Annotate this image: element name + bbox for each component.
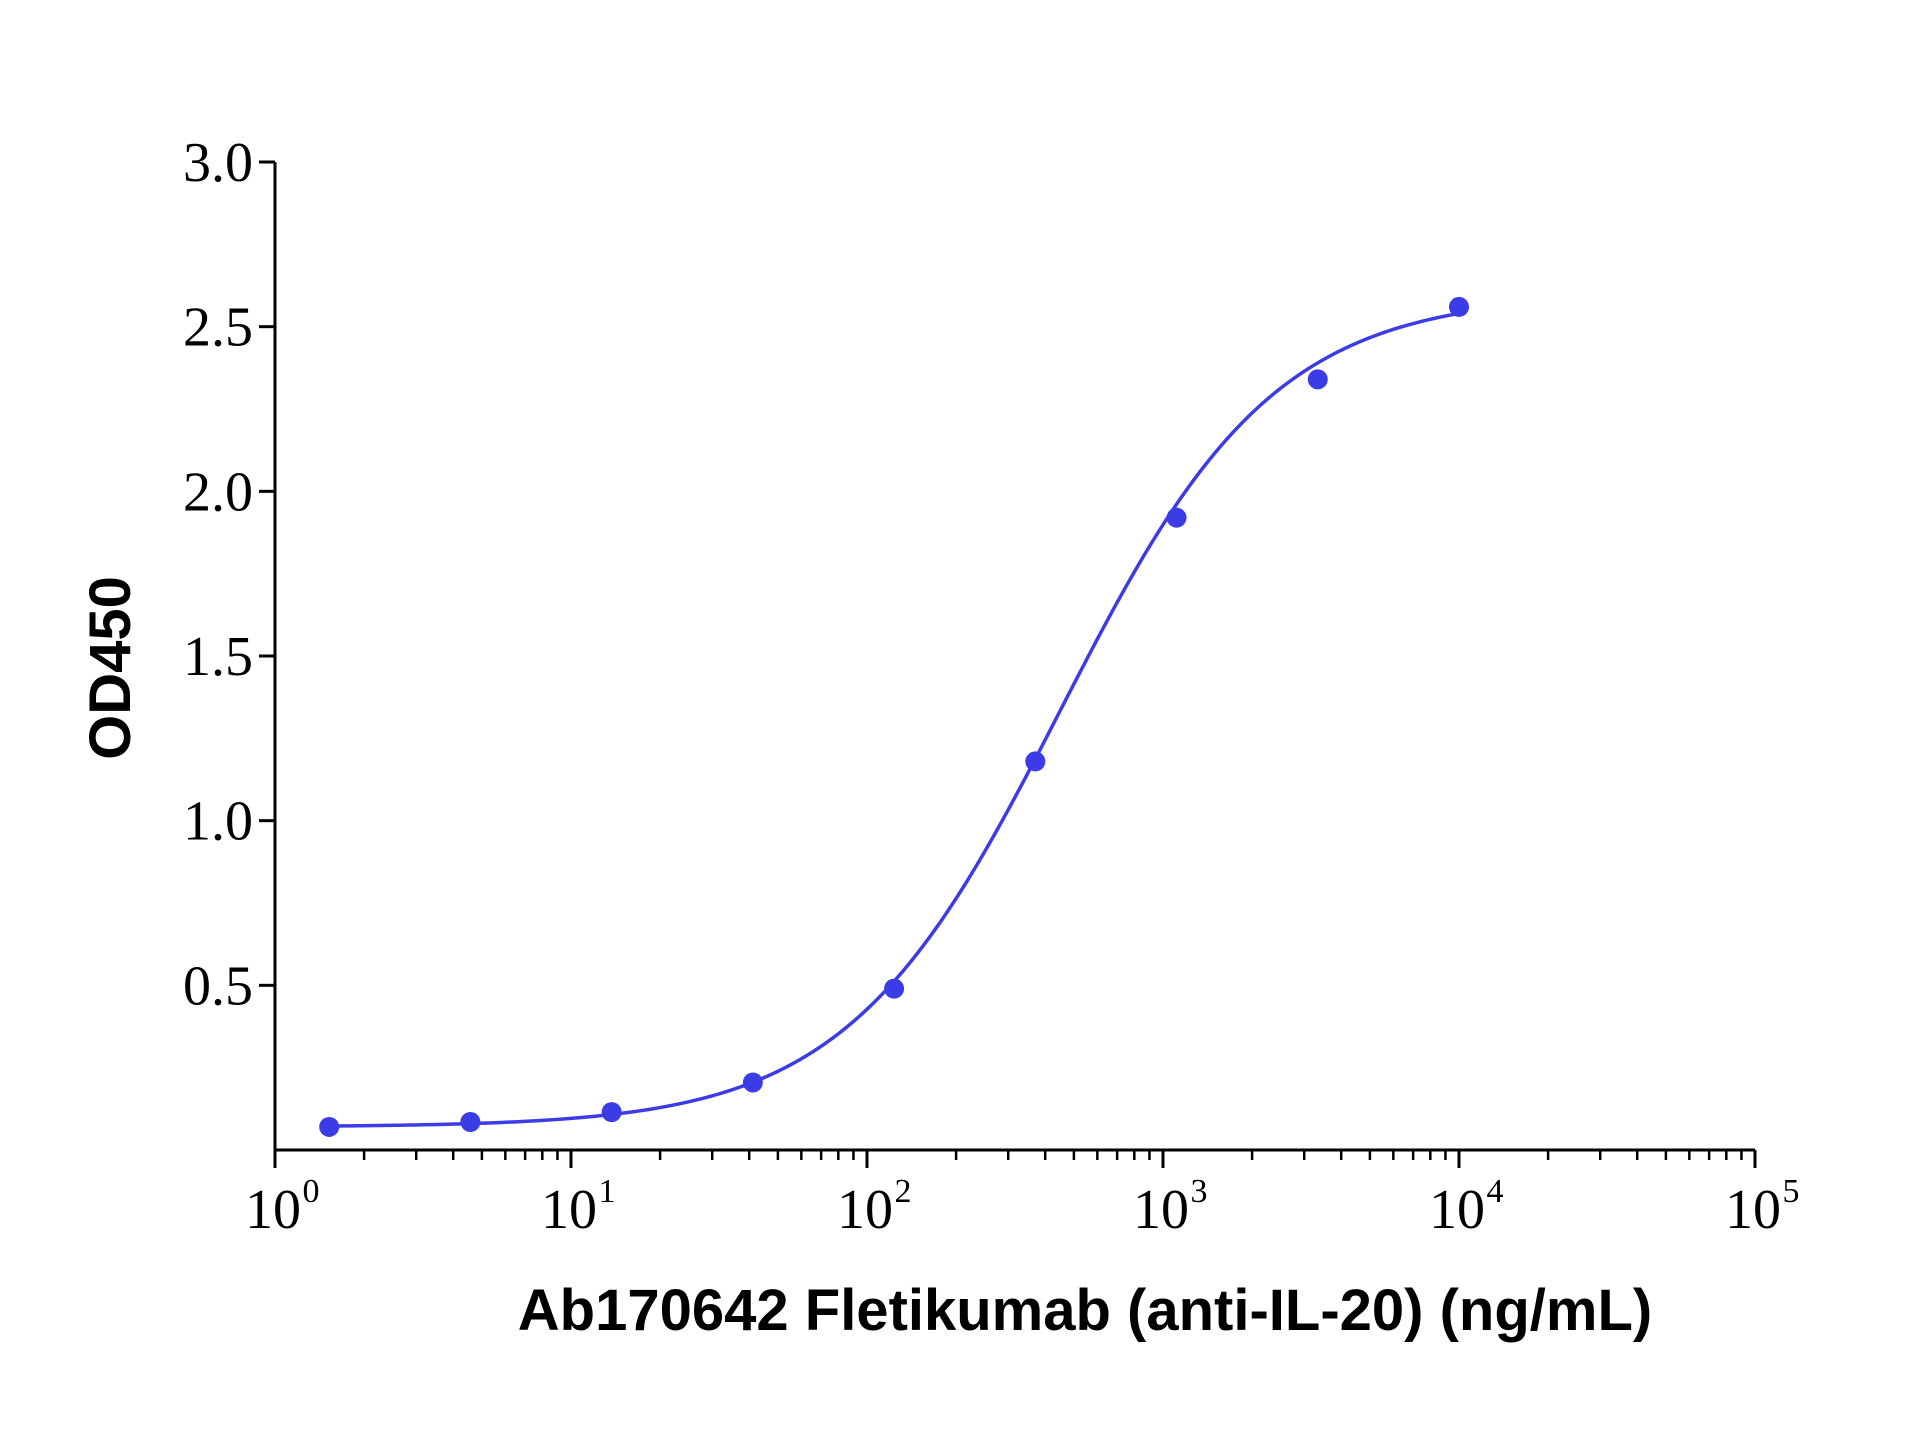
y-axis: 0.5 1.0 1.5 2.0 2.5 3.0	[183, 132, 277, 1150]
x-axis: 10 0 10 1 10 2 10 3 10 4 10 5	[245, 1148, 1800, 1241]
x-tick-exponent: 1	[599, 1173, 616, 1210]
data-point	[1025, 751, 1046, 772]
data-point	[460, 1112, 481, 1133]
data-point	[884, 978, 905, 999]
x-tick-label: 10	[1429, 1179, 1485, 1241]
y-tick-label: 2.0	[183, 461, 253, 523]
data-point	[1449, 296, 1469, 317]
y-tick-label: 2.5	[183, 297, 253, 359]
data-point	[1307, 369, 1328, 390]
fit-curve	[329, 311, 1460, 1128]
x-tick-exponent: 2	[895, 1173, 912, 1210]
x-axis-title: Ab170642 Fletikumab (anti-IL-20) (ng/mL)	[518, 1278, 1652, 1343]
y-tick-label: 3.0	[183, 132, 253, 194]
data-point	[319, 1116, 340, 1137]
x-tick-label: 10	[837, 1179, 893, 1241]
x-tick-exponent: 5	[1783, 1173, 1800, 1210]
y-tick-label: 0.5	[183, 955, 253, 1017]
x-tick-label: 10	[245, 1179, 301, 1241]
data-point	[601, 1102, 622, 1123]
data-point	[1166, 507, 1187, 528]
x-tick-exponent: 4	[1487, 1173, 1504, 1210]
y-axis-title: OD450	[78, 576, 143, 760]
x-tick-label: 10	[541, 1179, 597, 1241]
data-point	[742, 1072, 763, 1093]
y-tick-label: 1.5	[183, 626, 253, 688]
y-tick-label: 1.0	[183, 791, 253, 853]
x-tick-exponent: 3	[1191, 1173, 1208, 1210]
x-tick-label: 10	[1133, 1179, 1189, 1241]
fit-curve-layer	[329, 311, 1460, 1128]
x-tick-label: 10	[1725, 1179, 1781, 1241]
data-points-layer	[319, 296, 1469, 1137]
x-tick-exponent: 0	[303, 1173, 320, 1210]
